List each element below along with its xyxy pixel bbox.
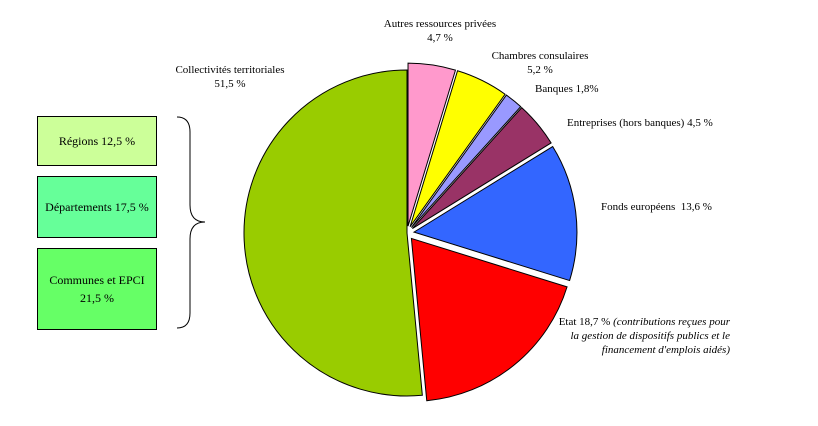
breakdown-box-communes: Communes et EPCI 21,5 % [37,248,157,330]
label-fonds-value: 13,6 % [680,201,712,213]
breakdown-departements-label: Départements 17,5 % [45,200,149,214]
breakdown-box-departements: Départements 17,5 % [37,176,157,238]
label-banques-value: 1,8% [575,83,599,95]
label-banques-name: Banques [535,83,573,95]
pie-slice-banques [410,94,522,228]
pie-slice-collectivites [243,69,423,397]
label-entreprises: Entreprises (hors banques) 4,5 % [567,116,713,130]
label-etat: Etat 18,7 % (contributions reçues pour l… [555,315,730,357]
label-etat-note: (contributions reçues pour la gestion de… [570,316,731,356]
label-etat-name: Etat [558,316,577,328]
pie-slice-chambres [409,70,506,228]
label-chambres-value: 5,2 % [527,64,553,76]
label-autres-ressources-value: 4,7 % [427,32,453,44]
breakdown-brace [176,116,206,329]
label-collectivites: Collectivités territoriales 51,5 % [150,63,310,91]
label-fonds-name: Fonds européens [601,201,676,213]
breakdown-communes-label: Communes et EPCI [49,273,145,287]
pie-slice-etat [410,237,568,402]
breakdown-communes-value: 21,5 % [80,291,114,305]
label-autres-ressources: Autres ressources privées 4,7 % [360,17,520,45]
label-collectivites-value: 51,5 % [214,78,246,90]
pie-slice-autres-ressources [407,62,457,227]
label-autres-ressources-name: Autres ressources privées [383,18,497,30]
pie-slice-fonds-europeens [412,145,578,282]
label-chambres-name: Chambres consulaires [491,50,589,62]
label-fonds-europeens: Fonds européens 13,6 % [601,200,712,214]
label-chambres: Chambres consulaires 5,2 % [470,49,610,77]
breakdown-box-regions: Régions 12,5 % [37,116,157,166]
label-banques: Banques 1,8% [535,82,599,96]
label-etat-value: 18,7 % [579,316,611,328]
label-entreprises-value: 4,5 % [687,117,713,129]
label-collectivites-name: Collectivités territoriales [175,64,285,76]
label-entreprises-name: Entreprises (hors banques) [567,117,685,129]
pie-slice-entreprises [412,106,552,229]
breakdown-regions-label: Régions 12,5 % [58,134,136,148]
